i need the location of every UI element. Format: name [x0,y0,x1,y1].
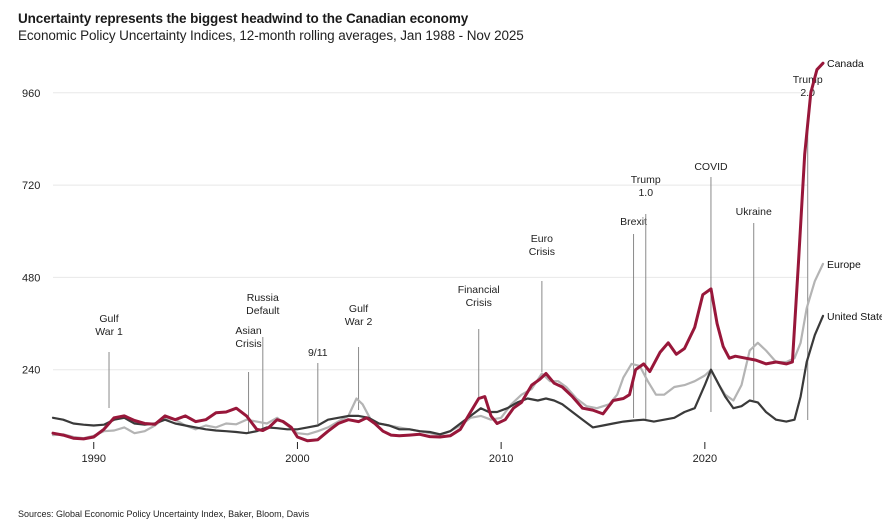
annotation: Brexit [620,216,647,418]
chart-subtitle: Economic Policy Uncertainty Indices, 12-… [18,28,524,43]
series-label-united-states: United States [827,311,882,323]
x-tick-label: 2000 [285,453,309,465]
annotation-label: War 1 [95,326,123,338]
annotation-label: Crisis [235,338,261,350]
annotation: COVID [694,161,728,412]
y-tick-label: 480 [22,272,40,284]
x-axis: 1990 2000 2010 2020 [81,442,717,465]
series-line-canada [51,61,825,443]
series-line-united-states [51,314,825,436]
annotation: 9/11 [308,347,328,424]
series-label-europe: Europe [827,259,861,271]
annotation-label: 1.0 [638,187,653,199]
series-lines [51,61,825,443]
annotation-label: COVID [694,161,728,173]
annotation-label: Russia [247,292,279,304]
grid-lines [53,92,808,371]
source-note: Sources: Global Economic Policy Uncertai… [18,509,310,519]
series-label-canada: Canada [827,58,864,70]
x-tick-label: 1990 [81,453,105,465]
x-tick-label: 2010 [489,453,513,465]
annotation-label: Default [246,305,279,317]
annotation-label: Gulf [99,313,118,325]
annotation-label: Financial [458,284,500,296]
series-labels: Canada Europe United States [827,58,882,323]
annotation-label: Euro [531,233,553,245]
y-axis-labels: 240 480 720 960 [22,88,40,377]
annotation-label: Brexit [620,216,647,228]
annotation-label: Ukraine [736,206,772,218]
y-tick-label: 240 [22,365,40,377]
x-tick-label: 2020 [693,453,717,465]
annotation-label: Crisis [529,246,555,258]
annotation-label: Trump [793,74,823,86]
annotation-label: Trump [631,174,661,186]
annotation-label: Gulf [349,303,368,315]
annotation-label: Crisis [466,297,492,309]
y-tick-label: 720 [22,180,40,192]
annotation-label: War 2 [345,316,373,328]
chart-title: Uncertainty represents the biggest headw… [18,11,469,26]
annotation-label: 9/11 [308,347,328,359]
annotation-label: Asian [235,325,261,337]
y-tick-label: 960 [22,88,40,100]
annotation: Ukraine [736,206,772,400]
